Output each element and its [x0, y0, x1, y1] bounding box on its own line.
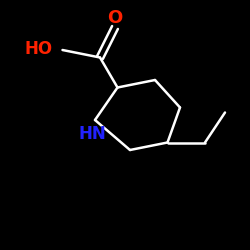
- Text: HO: HO: [24, 40, 52, 58]
- Text: HN: HN: [78, 125, 106, 143]
- Text: O: O: [108, 9, 122, 27]
